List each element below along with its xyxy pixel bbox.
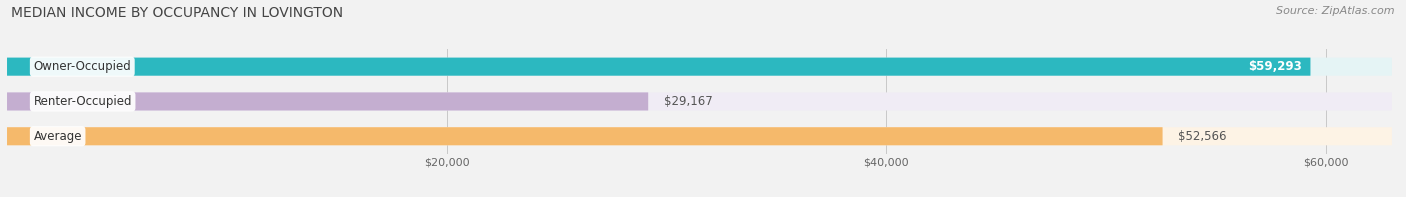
Text: Source: ZipAtlas.com: Source: ZipAtlas.com — [1277, 6, 1395, 16]
FancyBboxPatch shape — [7, 127, 1392, 145]
FancyBboxPatch shape — [7, 92, 1392, 111]
Text: Renter-Occupied: Renter-Occupied — [34, 95, 132, 108]
Text: $59,293: $59,293 — [1249, 60, 1302, 73]
Text: Owner-Occupied: Owner-Occupied — [34, 60, 131, 73]
FancyBboxPatch shape — [7, 58, 1392, 76]
FancyBboxPatch shape — [7, 92, 648, 111]
FancyBboxPatch shape — [7, 58, 1310, 76]
Text: Average: Average — [34, 130, 82, 143]
Text: $52,566: $52,566 — [1178, 130, 1226, 143]
Text: $29,167: $29,167 — [664, 95, 713, 108]
FancyBboxPatch shape — [7, 127, 1163, 145]
Text: MEDIAN INCOME BY OCCUPANCY IN LOVINGTON: MEDIAN INCOME BY OCCUPANCY IN LOVINGTON — [11, 6, 343, 20]
